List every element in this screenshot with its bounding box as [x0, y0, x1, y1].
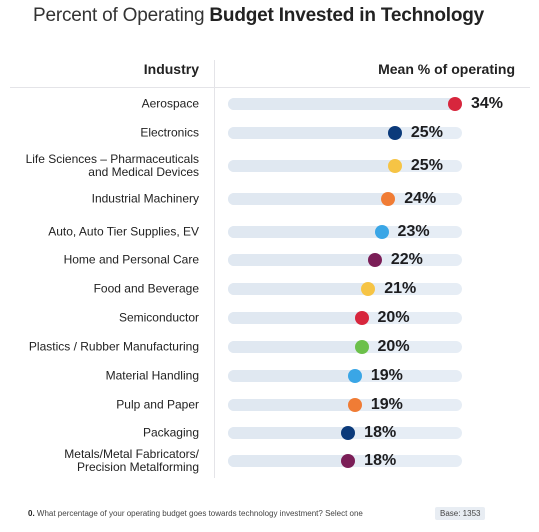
table-row: Semiconductor 20% — [0, 304, 539, 332]
bar-fill — [228, 283, 369, 295]
table-row: Pulp and Paper 19% — [0, 391, 539, 419]
bar-fill — [228, 455, 349, 467]
value-dot — [448, 97, 462, 111]
table-row: Aerospace 34% — [0, 90, 539, 118]
bar-track — [228, 226, 462, 238]
value-label: 24% — [404, 190, 437, 207]
industry-label: Aerospace — [141, 96, 199, 111]
bar-track — [228, 312, 462, 324]
bar-fill — [228, 427, 349, 439]
bar-fill — [228, 312, 362, 324]
table-row: Electronics 25% — [0, 119, 539, 147]
value-dot — [354, 311, 369, 325]
bar-track — [228, 193, 462, 205]
table-row: Auto, Auto Tier Supplies, EV 23% — [0, 218, 539, 246]
table-row: Plastics / Rubber Manufacturing 20% — [0, 333, 539, 361]
value-dot — [347, 369, 362, 383]
table-row: Food and Beverage 21% — [0, 275, 539, 303]
value-dot — [361, 282, 376, 296]
value-dot — [341, 426, 356, 440]
bar-track — [228, 160, 462, 172]
mean-column-header: Mean % of operating — [378, 61, 515, 77]
industry-label: Food and Beverage — [93, 281, 199, 296]
bar-track — [228, 341, 462, 353]
bar-fill — [228, 254, 375, 266]
value-dot — [374, 225, 389, 239]
footnote-question-number: 0. — [28, 509, 35, 518]
value-label: 22% — [390, 251, 423, 268]
industry-label: Auto, Auto Tier Supplies, EV — [48, 224, 199, 239]
table-row: Life Sciences – Pharmaceuticals and Medic… — [0, 152, 539, 180]
value-label: 25% — [410, 124, 443, 141]
value-label: 18% — [364, 424, 397, 441]
bar-fill — [228, 160, 395, 172]
value-label: 19% — [370, 367, 403, 384]
value-dot — [381, 192, 396, 206]
bar-fill — [228, 226, 382, 238]
table-row: Packaging 18% — [0, 419, 539, 447]
footnote: 0. What percentage of your operating bud… — [28, 509, 363, 518]
value-dot — [347, 398, 362, 412]
column-divider — [214, 60, 215, 478]
value-dot — [367, 253, 382, 267]
industry-label: Metals/Metal Fabricators/Precision Metal… — [64, 447, 199, 474]
bar-fill — [228, 193, 389, 205]
chart-title-light: Percent of Operating — [33, 5, 210, 26]
industry-column-header: Industry — [143, 61, 199, 77]
header-rule — [10, 87, 530, 88]
bar-fill — [228, 370, 355, 382]
industry-label: Material Handling — [105, 368, 199, 383]
industry-label: Packaging — [142, 425, 199, 440]
bar-track — [228, 254, 462, 266]
table-row: Metals/Metal Fabricators/Precision Metal… — [0, 447, 539, 475]
value-label: 19% — [370, 396, 403, 413]
value-label: 18% — [364, 452, 397, 469]
table-row: Material Handling 19% — [0, 362, 539, 390]
chart-title: Percent of Operating Budget Invested in … — [33, 5, 484, 27]
bar-fill — [228, 98, 455, 110]
table-row: Industrial Machinery 24% — [0, 185, 539, 213]
table-row: Home and Personal Care 22% — [0, 246, 539, 274]
industry-label: Life Sciences – Pharmaceuticals and Medic… — [25, 152, 199, 179]
value-label: 23% — [397, 223, 430, 240]
bar-fill — [228, 399, 355, 411]
footnote-text: What percentage of your operating budget… — [34, 509, 363, 518]
value-dot — [341, 454, 356, 468]
bar-track — [228, 399, 462, 411]
bar-track — [228, 370, 462, 382]
value-label: 20% — [377, 338, 410, 355]
value-label: 25% — [410, 157, 443, 174]
industry-label: Electronics — [140, 125, 199, 140]
bar-fill — [228, 127, 395, 139]
base-badge: Base: 1353 — [435, 507, 486, 520]
value-dot — [387, 126, 402, 140]
value-label: 21% — [384, 280, 417, 297]
industry-label: Home and Personal Care — [63, 252, 199, 267]
industry-label: Pulp and Paper — [116, 397, 199, 412]
industry-label: Semiconductor — [118, 310, 199, 325]
value-dot — [387, 159, 402, 173]
value-dot — [354, 340, 369, 354]
industry-label: Plastics / Rubber Manufacturing — [28, 339, 199, 354]
chart-title-bold: Budget Invested in Technology — [209, 5, 485, 26]
bar-track — [228, 127, 462, 139]
bar-fill — [228, 341, 362, 353]
bar-track — [228, 283, 462, 295]
value-label: 34% — [471, 95, 504, 112]
industry-label: Industrial Machinery — [91, 191, 199, 206]
value-label: 20% — [377, 309, 410, 326]
bar-track — [228, 98, 462, 110]
